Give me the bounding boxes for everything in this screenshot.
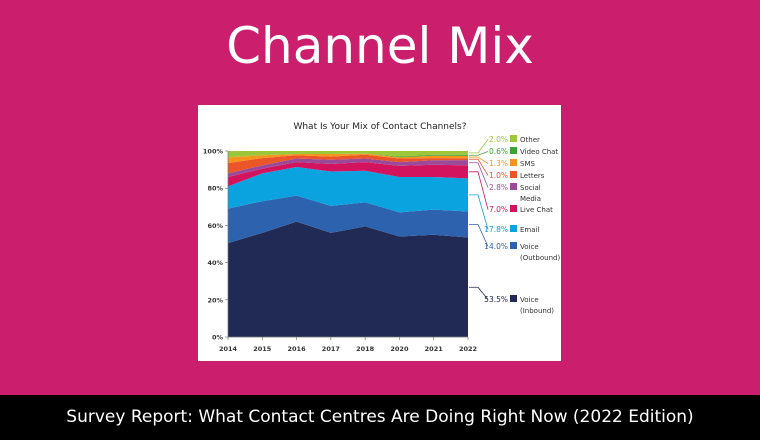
legend-item: 1.0% Letters [469,158,545,180]
leader-line [469,151,489,156]
legend-swatch [510,147,517,154]
y-tick-label: 60% [207,222,223,230]
area-sms [228,153,468,164]
x-tick-label: 2015 [253,345,272,353]
y-tick-label: 80% [207,185,223,193]
legend-item: 2.8% Social Media [469,162,541,203]
y-tick-label: 0% [212,334,224,342]
footer-banner: Survey Report: What Contact Centres Are … [0,395,760,440]
x-tick-label: 2022 [459,345,477,353]
legend-swatch [510,171,517,178]
legend-swatch [510,135,517,142]
area-letters [228,154,468,174]
legend-swatch [510,295,517,302]
area-social-media [228,158,468,178]
value-label: 14.0% [484,242,508,251]
legend-item: 53.5% Voice (Inbound) [469,286,554,315]
value-label: 2.8% [489,183,508,192]
y-tick-label: 100% [203,148,224,156]
legend-swatch [510,205,517,212]
legend-item: 1.3% SMS [469,156,535,168]
leader-line [469,139,489,154]
legend-label: Voice [520,296,539,304]
legend-item: 17.8% Email [469,194,539,234]
value-label: 7.0% [489,205,508,214]
legend-label: Social [520,184,541,192]
leader-line [469,162,489,188]
legend-swatch [510,225,517,232]
legend-label: (Outbound) [520,254,560,262]
x-tick-label: 2016 [288,345,307,353]
leader-line [469,158,489,176]
y-tick-label: 20% [207,296,223,304]
x-tick-label: 2021 [425,345,444,353]
legend-label: SMS [520,160,535,168]
legend-label: (Inbound) [520,307,554,315]
chart-card: What Is Your Mix of Contact Channels? 0%… [198,105,561,361]
legend-item: 0.6% Video Chat [469,147,558,156]
area-voice-inbound [228,221,468,337]
value-label: 17.8% [484,225,508,234]
legend-swatch [510,159,517,166]
legend-label: Letters [520,172,545,180]
value-label: 1.0% [489,171,508,180]
area-voice-outbound [228,195,468,244]
leader-line [469,171,489,210]
legend-label: Email [520,226,539,234]
legend-item: 2.0% Other [469,135,540,154]
value-label: 1.3% [489,159,508,168]
leader-line [469,194,489,230]
leader-line [469,224,489,247]
y-tick-label: 40% [207,259,223,267]
legend-swatch [510,183,517,190]
value-label: 0.6% [489,147,508,156]
legend-label: Video Chat [520,148,558,156]
legend-item: 7.0% Live Chat [469,171,553,214]
x-tick-label: 2018 [356,345,375,353]
x-tick-label: 2014 [219,345,238,353]
area-email [228,166,468,213]
legend-label: Voice [520,243,539,251]
x-tick-label: 2017 [322,345,340,353]
page-title: Channel Mix [226,17,534,75]
x-tick-label: 2020 [390,345,409,353]
area-live-chat [228,162,468,187]
chart-title: What Is Your Mix of Contact Channels? [293,122,466,132]
stacked-area-chart: What Is Your Mix of Contact Channels? 0%… [203,122,561,353]
legend-label: Other [520,136,540,144]
leader-line [469,286,489,300]
legend-label: Media [520,195,541,203]
legend-label: Live Chat [520,206,553,214]
area-video-chat [228,153,468,158]
value-label: 2.0% [489,135,508,144]
legend-swatch [510,242,517,249]
leader-line [469,156,489,164]
legend-item: 14.0% Voice (Outbound) [469,224,560,262]
area-other [228,151,468,158]
value-label: 53.5% [484,295,508,304]
